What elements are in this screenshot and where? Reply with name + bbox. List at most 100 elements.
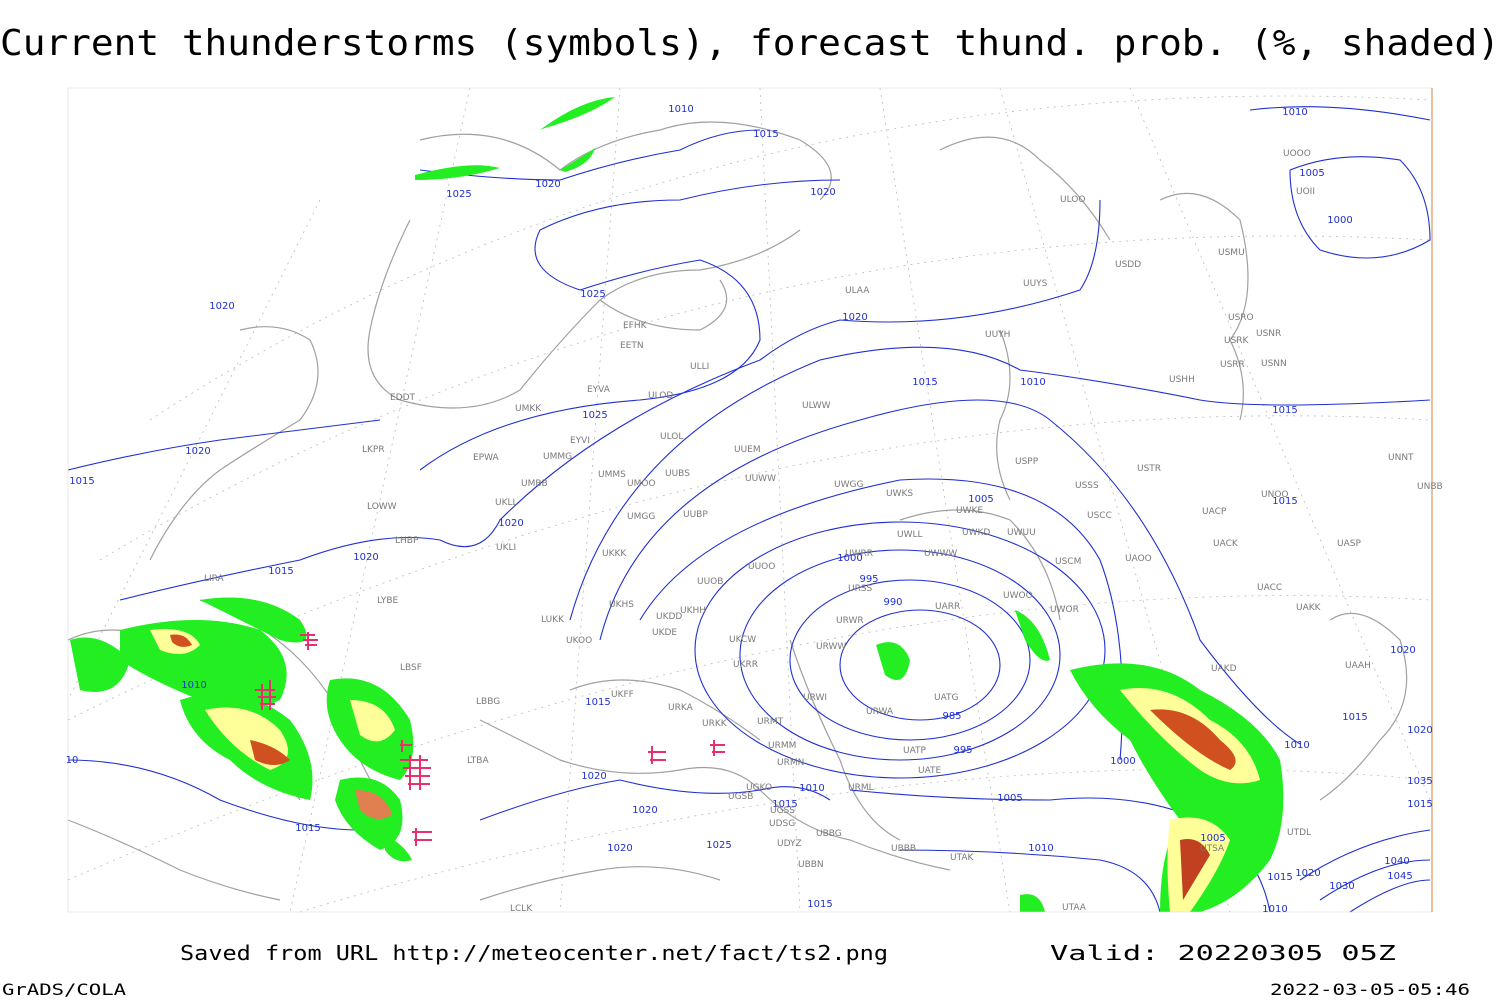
station-label: UMMS xyxy=(598,470,626,480)
isobar-label: 1015 xyxy=(807,899,832,910)
station-label: URWW xyxy=(816,642,846,652)
station-label: URMM xyxy=(768,741,796,751)
station-label: USNR xyxy=(1256,329,1281,339)
station-label: LKPR xyxy=(362,445,385,455)
station-label: UUWW xyxy=(745,474,776,484)
station-label: USRK xyxy=(1224,336,1250,346)
timestamp: 2022-03-05-05:46 xyxy=(1270,980,1470,999)
isobar-label: 1010 xyxy=(1020,377,1045,388)
station-label: UACP xyxy=(1202,507,1227,517)
station-label: UUBP xyxy=(683,510,708,520)
title: Current thunderstorms (symbols), forecas… xyxy=(0,23,1500,64)
station-label: USHH xyxy=(1169,375,1195,385)
station-label: LIRA xyxy=(204,574,225,584)
station-label: UKHS xyxy=(609,600,634,610)
isobar-label: 1000 xyxy=(837,553,862,564)
isobar-label: 1045 xyxy=(1387,871,1412,882)
isobar-label: 1020 xyxy=(1390,645,1415,656)
isobar-label: 995 xyxy=(953,745,972,756)
isobar-label: 990 xyxy=(883,597,902,608)
station-label: UTDL xyxy=(1287,828,1311,838)
station-label: UATP xyxy=(903,746,927,756)
station-label: UAKD xyxy=(1211,664,1237,674)
station-label: USPP xyxy=(1015,457,1039,467)
software: GrADS/COLA xyxy=(2,980,126,999)
isobar-label: 1010 xyxy=(668,104,693,115)
station-label: UDSG xyxy=(769,819,795,829)
isobar-label: 1005 xyxy=(1200,833,1225,844)
station-label: USTR xyxy=(1137,464,1161,474)
station-label: USCM xyxy=(1055,557,1081,567)
station-label: USMU xyxy=(1218,248,1245,258)
station-label: UKLI xyxy=(496,543,516,553)
isobar-label: 1020 xyxy=(353,552,378,563)
station-label: UUEM xyxy=(734,445,761,455)
station-label: ULAA xyxy=(845,286,870,296)
station-label: UUYH xyxy=(985,330,1010,340)
station-label: UAOO xyxy=(1125,554,1152,564)
station-label: ULOD xyxy=(648,391,673,401)
isobar-label: 1020 xyxy=(581,771,606,782)
isobar-label: 1015 xyxy=(753,129,778,140)
station-label: EYVA xyxy=(587,385,611,395)
station-label: LTBA xyxy=(467,756,489,766)
isobar-label: 1005 xyxy=(997,793,1022,804)
isobar-label: 985 xyxy=(942,711,961,722)
isobar-label: 1015 xyxy=(1342,712,1367,723)
isobar-label: 1020 xyxy=(632,805,657,816)
isobar-label: 1015 xyxy=(69,476,94,487)
isobar-label: 1000 xyxy=(1327,215,1352,226)
isobar-label: 1025 xyxy=(446,189,471,200)
isobar-label: 1025 xyxy=(706,840,731,851)
map-area xyxy=(67,87,1433,913)
station-label: ULOL xyxy=(660,432,683,442)
isobar-label: 1035 xyxy=(1407,776,1432,787)
station-label: UWKE xyxy=(956,506,983,516)
isobar-label: 1020 xyxy=(209,301,234,312)
station-label: UOOO xyxy=(1283,149,1311,159)
station-label: EPWA xyxy=(473,453,500,463)
station-label: UWOR xyxy=(1050,605,1079,615)
station-label: UTAA xyxy=(1062,903,1087,913)
isobar-label: 1010 xyxy=(799,783,824,794)
station-label: UGKO xyxy=(746,783,772,793)
station-label: UKDD xyxy=(656,612,682,622)
station-label: USSS xyxy=(1075,481,1099,491)
isobar-label: 1015 xyxy=(268,566,293,577)
station-label: UUBS xyxy=(665,469,690,479)
station-label: URSS xyxy=(848,584,873,594)
station-label: LBSF xyxy=(400,663,422,673)
station-label: URKK xyxy=(702,719,728,729)
station-label: UAKK xyxy=(1296,603,1322,613)
station-label: UMBB xyxy=(521,479,548,489)
station-label: LUKK xyxy=(541,615,565,625)
station-label: UTAK xyxy=(950,853,975,863)
station-label: UMMG xyxy=(543,452,572,462)
isobar-label: 1015 xyxy=(1272,496,1297,507)
isobar-label: 1025 xyxy=(582,410,607,421)
isobar-label: 1015 xyxy=(295,823,320,834)
station-label: ULOO xyxy=(1060,195,1085,205)
isobar-label: 1015 xyxy=(1407,799,1432,810)
isobar-label: 1020 xyxy=(810,187,835,198)
station-label: UACC xyxy=(1257,583,1282,593)
station-label: EETN xyxy=(620,341,644,351)
station-label: UWOO xyxy=(1003,591,1033,601)
station-label: UKLL xyxy=(495,498,518,508)
valid-time: Valid: 20220305 05Z xyxy=(1050,941,1396,965)
isobar-label: 1015 xyxy=(1267,872,1292,883)
isobar-label: 1015 xyxy=(772,799,797,810)
station-label: LCLK xyxy=(510,904,533,914)
station-label: UKHH xyxy=(680,606,706,616)
station-label: UUOO xyxy=(748,562,775,572)
station-label: USDD xyxy=(1115,260,1141,270)
probability-shading xyxy=(70,97,1284,912)
station-label: UBBN xyxy=(798,860,824,870)
isobar-label: 1020 xyxy=(1407,725,1432,736)
isobar-label: 1010 xyxy=(1282,107,1307,118)
station-label: UUYS xyxy=(1023,279,1048,289)
isobar-label: 1020 xyxy=(498,518,523,529)
station-label: UKRR xyxy=(733,660,758,670)
isobar-label: 1005 xyxy=(968,494,993,505)
